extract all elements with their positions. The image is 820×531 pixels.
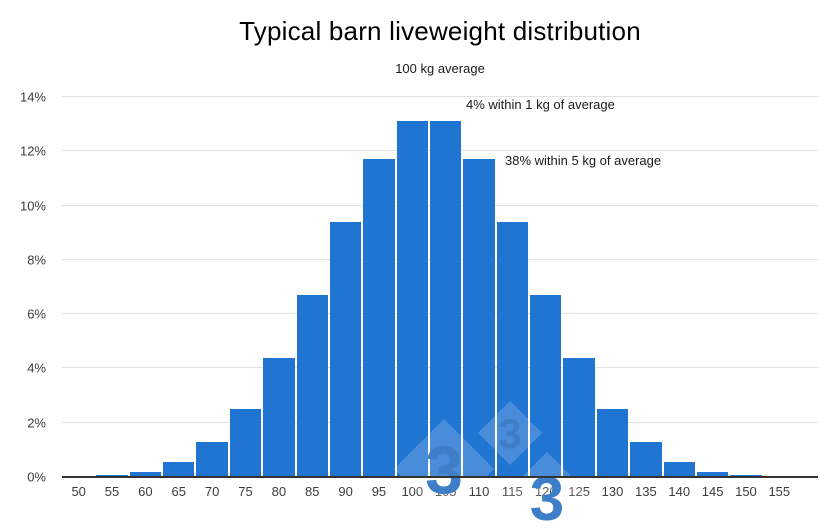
y-tick-label: 0% bbox=[27, 469, 46, 485]
x-tick-label-125: 125 bbox=[568, 484, 590, 499]
plot-area: 50 55 60 65 70 75 80 85 90 95 100 105 110 115 120 125 13… bbox=[62, 96, 818, 531]
bar-140[interactable] bbox=[663, 462, 695, 477]
y-axis: 0% 2% 4% 6% 8% 10% 12% 14% bbox=[0, 91, 46, 484]
bar-120[interactable] bbox=[530, 295, 562, 477]
y-tick-label: 8% bbox=[27, 252, 46, 268]
bar-slot-70: 70 bbox=[195, 97, 228, 499]
bar-slot-130: 130 bbox=[596, 97, 629, 499]
bar-60[interactable] bbox=[129, 471, 162, 477]
x-tick-label-135: 135 bbox=[635, 484, 657, 499]
bar-65[interactable] bbox=[163, 462, 195, 477]
bar-slot-75: 75 bbox=[229, 97, 262, 499]
bar-slot-100: 100 bbox=[396, 97, 429, 499]
bar-slot-120: 120 bbox=[529, 97, 562, 499]
x-tick-label-55: 55 bbox=[104, 484, 120, 499]
bar-130[interactable] bbox=[596, 409, 629, 477]
x-tick-label-140: 140 bbox=[668, 484, 691, 499]
bar-100[interactable] bbox=[396, 121, 428, 477]
bar-85[interactable] bbox=[296, 295, 328, 477]
x-tick-label-110: 110 bbox=[468, 484, 490, 499]
bar-slot-55: 55 bbox=[95, 97, 128, 499]
bar-slot-85: 85 bbox=[296, 97, 329, 499]
x-tick-label-75: 75 bbox=[238, 484, 253, 499]
x-tick-label-95: 95 bbox=[371, 484, 387, 499]
x-tick-label-85: 85 bbox=[304, 484, 320, 499]
x-tick-label-100: 100 bbox=[401, 484, 424, 499]
bar-150[interactable] bbox=[730, 474, 762, 477]
x-tick-label-105: 105 bbox=[434, 484, 457, 499]
bar-55[interactable] bbox=[96, 474, 128, 477]
bar-75[interactable] bbox=[229, 409, 262, 477]
bar-80[interactable] bbox=[263, 357, 295, 477]
bar-slot-50: 50 bbox=[62, 97, 95, 499]
x-tick-label-80: 80 bbox=[271, 484, 287, 499]
bar-slot-135: 135 bbox=[629, 97, 662, 499]
bar-115[interactable] bbox=[496, 221, 529, 477]
bar-slot-95: 95 bbox=[362, 97, 395, 499]
bar-110[interactable] bbox=[463, 159, 495, 477]
bar-slot-65: 65 bbox=[162, 97, 195, 499]
bar-125[interactable] bbox=[563, 357, 595, 477]
bar-slot-150: 150 bbox=[729, 97, 762, 499]
chart-subtitle: 100 kg average bbox=[395, 61, 485, 76]
bar-slot-105: 105 bbox=[429, 97, 462, 499]
chart-title: Typical barn liveweight distribution bbox=[239, 16, 641, 46]
y-tick-label: 2% bbox=[27, 415, 46, 431]
bar-145[interactable] bbox=[696, 471, 729, 477]
bar-slot-80: 80 bbox=[262, 97, 295, 499]
bar-slot-145: 145 bbox=[696, 97, 729, 499]
bar-70[interactable] bbox=[196, 441, 228, 477]
annotation-within-5kg: 38% within 5 kg of average bbox=[505, 153, 662, 168]
bar-105[interactable] bbox=[430, 121, 462, 477]
bar-slot-155: 155 bbox=[763, 97, 796, 499]
x-tick-label-130: 130 bbox=[601, 484, 624, 499]
x-tick-label-145: 145 bbox=[701, 484, 724, 499]
bar-slot-60: 60 bbox=[129, 97, 162, 499]
y-tick-label: 6% bbox=[27, 306, 46, 322]
x-tick-label-115: 115 bbox=[502, 484, 523, 499]
bar-90[interactable] bbox=[329, 221, 362, 477]
y-tick-label: 14% bbox=[19, 89, 46, 105]
bar-slot-110: 110 bbox=[462, 97, 495, 499]
bar-slot-125: 125 bbox=[562, 97, 595, 499]
gridline-14 bbox=[62, 96, 818, 97]
bars-container: 50 55 60 65 70 75 80 85 90 95 100 105 110 115 120 125 13… bbox=[62, 97, 796, 499]
x-tick-label-65: 65 bbox=[171, 484, 186, 499]
x-tick-label-150: 150 bbox=[735, 484, 757, 499]
x-tick-label-155: 155 bbox=[768, 484, 791, 499]
bar-95[interactable] bbox=[363, 159, 395, 477]
x-tick-label-120: 120 bbox=[534, 484, 557, 499]
bar-135[interactable] bbox=[630, 441, 662, 477]
x-tick-label-60: 60 bbox=[138, 484, 153, 499]
x-axis-line bbox=[62, 476, 818, 478]
annotation-within-1kg: 4% within 1 kg of average bbox=[466, 97, 615, 112]
bar-slot-115: 115 bbox=[496, 97, 529, 499]
bar-slot-90: 90 bbox=[329, 97, 362, 499]
x-tick-label-70: 70 bbox=[204, 484, 220, 499]
bar-slot-140: 140 bbox=[663, 97, 696, 499]
x-tick-label-90: 90 bbox=[338, 484, 353, 499]
y-tick-label: 12% bbox=[19, 143, 46, 159]
y-tick-label: 4% bbox=[27, 360, 46, 376]
y-tick-label: 10% bbox=[19, 198, 46, 214]
x-tick-label-50: 50 bbox=[71, 484, 86, 499]
